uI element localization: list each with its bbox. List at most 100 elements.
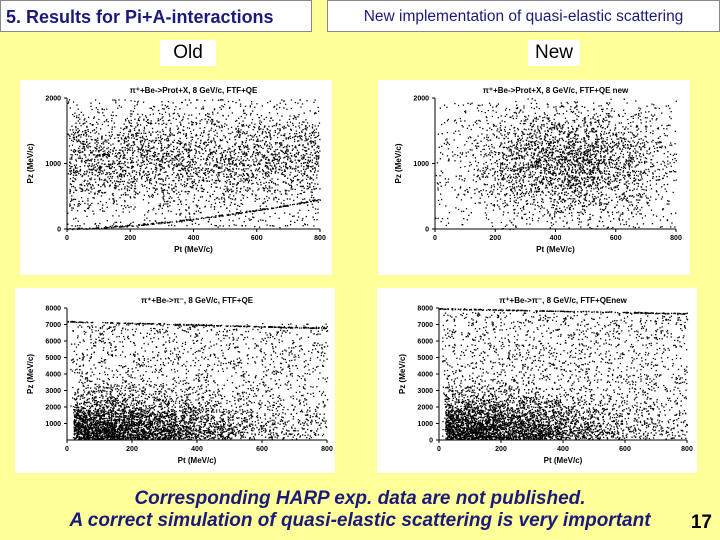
data-point <box>220 157 222 159</box>
data-point <box>304 133 307 135</box>
data-point <box>121 180 124 183</box>
data-point <box>287 138 289 140</box>
data-point <box>309 110 311 112</box>
data-point <box>144 214 146 216</box>
data-point <box>247 164 249 166</box>
data-point <box>101 191 103 194</box>
data-point <box>504 134 506 136</box>
data-point <box>77 205 79 207</box>
data-point <box>240 161 242 163</box>
data-point <box>298 132 301 134</box>
data-point <box>564 158 566 160</box>
data-point <box>258 127 260 129</box>
data-point <box>587 204 590 206</box>
data-point <box>291 194 293 196</box>
data-point <box>595 228 597 230</box>
data-point <box>233 153 235 156</box>
data-point <box>140 162 142 164</box>
data-point <box>314 167 316 169</box>
data-point <box>268 131 270 133</box>
data-point <box>127 181 129 184</box>
data-point <box>607 226 609 228</box>
data-point <box>222 99 224 101</box>
data-point <box>202 179 204 181</box>
data-point <box>587 153 589 155</box>
data-point <box>235 172 237 174</box>
column-label-old: Old <box>160 40 216 66</box>
data-point <box>292 177 295 179</box>
data-point <box>127 145 129 147</box>
data-point <box>505 205 507 207</box>
data-point <box>502 156 504 159</box>
data-point <box>552 136 554 138</box>
data-point <box>245 168 247 170</box>
data-point <box>603 225 605 227</box>
data-point <box>102 143 105 145</box>
data-point <box>265 181 267 183</box>
data-point <box>531 175 533 177</box>
data-point <box>193 181 195 183</box>
data-point <box>613 187 615 189</box>
data-point <box>549 172 551 174</box>
data-point <box>606 137 608 139</box>
data-point <box>203 188 205 191</box>
data-point <box>148 202 150 204</box>
data-point <box>87 203 89 205</box>
data-point <box>177 196 179 198</box>
data-point <box>574 180 576 182</box>
data-point <box>511 158 513 160</box>
data-point <box>535 116 538 119</box>
data-point <box>229 194 231 196</box>
data-point <box>206 120 208 123</box>
data-point <box>310 140 312 142</box>
data-point <box>124 201 126 203</box>
data-point <box>299 99 301 101</box>
data-point <box>502 228 504 230</box>
data-point <box>102 155 104 157</box>
data-point <box>180 142 182 145</box>
data-point <box>298 122 301 124</box>
data-point <box>210 140 212 142</box>
data-point <box>635 199 638 201</box>
data-point <box>269 130 271 132</box>
data-point <box>313 101 315 103</box>
data-point <box>203 179 205 182</box>
data-point <box>299 185 302 188</box>
data-point <box>510 176 512 178</box>
data-point <box>184 170 187 172</box>
data-point <box>543 125 545 127</box>
data-point <box>646 197 648 199</box>
data-point <box>650 188 653 190</box>
data-point <box>525 149 527 151</box>
data-point <box>311 177 313 179</box>
data-point <box>228 178 230 181</box>
data-point <box>589 159 591 161</box>
data-point <box>290 166 292 168</box>
data-point <box>279 106 281 109</box>
data-point <box>104 178 106 180</box>
data-point <box>519 189 522 191</box>
data-point <box>207 112 209 115</box>
data-point <box>267 174 270 176</box>
data-point <box>162 133 164 135</box>
data-point <box>256 209 258 212</box>
data-point <box>140 168 142 170</box>
data-point <box>316 174 318 176</box>
data-point <box>243 109 245 111</box>
data-point <box>638 110 641 112</box>
data-point <box>565 156 567 158</box>
data-point <box>609 129 611 131</box>
data-point <box>250 179 253 182</box>
data-point <box>657 168 659 171</box>
data-point <box>70 165 72 168</box>
data-point <box>142 159 144 161</box>
data-point <box>226 164 228 166</box>
data-point <box>80 151 82 153</box>
data-point <box>606 182 609 184</box>
data-point <box>200 217 202 219</box>
data-point <box>149 182 151 184</box>
data-point <box>225 190 227 193</box>
data-point <box>197 146 199 148</box>
data-point <box>301 135 303 137</box>
data-point <box>631 166 633 168</box>
